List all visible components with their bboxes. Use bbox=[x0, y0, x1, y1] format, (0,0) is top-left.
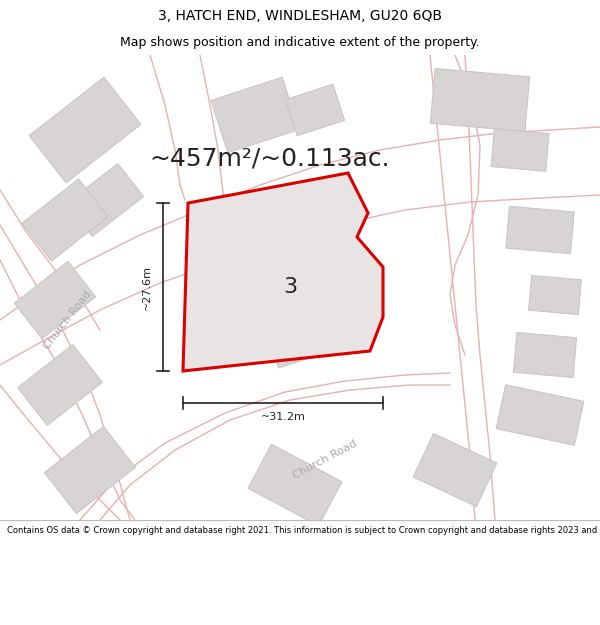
Text: ~31.2m: ~31.2m bbox=[260, 412, 305, 422]
Text: ~457m²/~0.113ac.: ~457m²/~0.113ac. bbox=[149, 146, 391, 170]
Polygon shape bbox=[22, 179, 108, 261]
Polygon shape bbox=[286, 84, 344, 136]
Polygon shape bbox=[514, 332, 577, 378]
Text: 3: 3 bbox=[283, 277, 297, 297]
Text: Contains OS data © Crown copyright and database right 2021. This information is : Contains OS data © Crown copyright and d… bbox=[7, 526, 600, 535]
Polygon shape bbox=[496, 384, 584, 446]
Polygon shape bbox=[491, 129, 549, 171]
Polygon shape bbox=[223, 211, 293, 269]
Text: 3, HATCH END, WINDLESHAM, GU20 6QB: 3, HATCH END, WINDLESHAM, GU20 6QB bbox=[158, 9, 442, 24]
Polygon shape bbox=[67, 164, 143, 236]
Text: ~27.6m: ~27.6m bbox=[142, 264, 152, 309]
Polygon shape bbox=[413, 434, 497, 506]
Text: Church Road: Church Road bbox=[42, 289, 94, 351]
Polygon shape bbox=[529, 276, 581, 314]
Text: Church Road: Church Road bbox=[291, 439, 359, 481]
Polygon shape bbox=[44, 426, 136, 514]
Polygon shape bbox=[430, 69, 530, 131]
Polygon shape bbox=[266, 312, 334, 368]
Polygon shape bbox=[211, 78, 299, 152]
Polygon shape bbox=[29, 77, 141, 183]
Polygon shape bbox=[248, 444, 342, 526]
Polygon shape bbox=[17, 344, 103, 426]
Polygon shape bbox=[506, 206, 574, 254]
Polygon shape bbox=[14, 261, 95, 339]
Polygon shape bbox=[183, 173, 383, 371]
Text: Map shows position and indicative extent of the property.: Map shows position and indicative extent… bbox=[120, 36, 480, 49]
